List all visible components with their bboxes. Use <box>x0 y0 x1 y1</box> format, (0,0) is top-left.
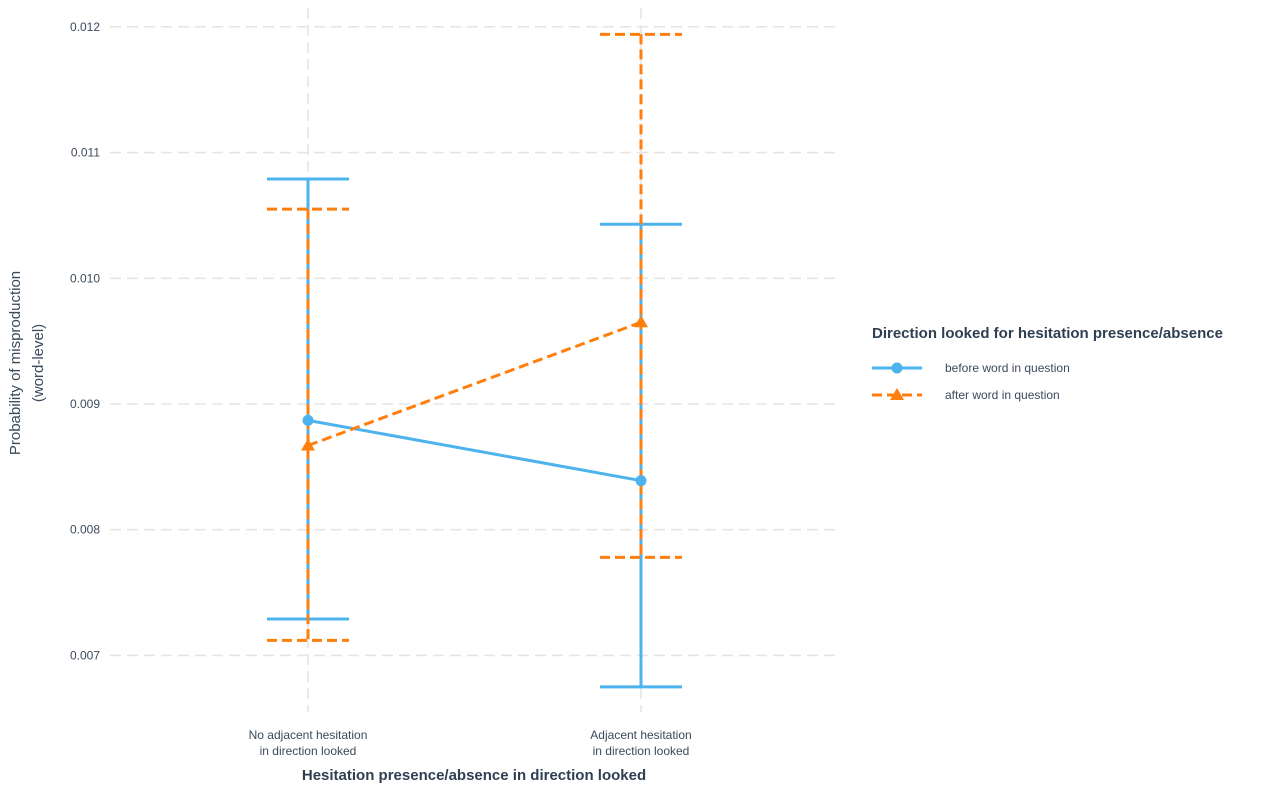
y-axis-title-line-2: (word-level) <box>30 324 47 402</box>
legend-items: before word in question after word in que… <box>872 361 1070 402</box>
grid-lines <box>110 8 840 712</box>
legend-title: Direction looked for hesitation presence… <box>872 325 1223 342</box>
data-point-circle <box>302 414 314 426</box>
y-axis-ticks: 0.007 0.008 0.009 0.010 0.011 0.012 <box>70 20 100 663</box>
x-tick-label: Adjacent hesitation <box>590 728 691 742</box>
legend-key-circle <box>891 362 903 374</box>
x-axis-title: Hesitation presence/absence in direction… <box>302 767 646 784</box>
legend-key-triangle <box>890 388 904 400</box>
y-tick-label: 0.010 <box>70 271 100 285</box>
y-axis-title: Probability of misproduction (word-level… <box>7 271 47 455</box>
series-points <box>301 315 648 487</box>
x-axis-ticks: No adjacent hesitation in direction looke… <box>249 728 692 758</box>
y-tick-label: 0.008 <box>70 523 100 537</box>
y-tick-label: 0.007 <box>70 648 100 662</box>
series-line <box>307 320 642 447</box>
x-tick-label: No adjacent hesitation <box>249 728 368 742</box>
y-axis-title-line-1: Probability of misproduction <box>7 271 24 455</box>
legend-label: before word in question <box>945 361 1070 375</box>
error-bars <box>267 32 682 689</box>
legend-label: after word in question <box>945 388 1060 402</box>
legend: Direction looked for hesitation presence… <box>872 325 1223 402</box>
y-tick-label: 0.009 <box>70 397 100 411</box>
y-tick-label: 0.011 <box>71 146 100 160</box>
x-tick-label: in direction looked <box>593 744 690 758</box>
data-point-triangle <box>634 315 648 328</box>
series-line <box>307 418 642 483</box>
series-lines <box>307 320 642 483</box>
y-tick-label: 0.012 <box>70 20 100 34</box>
data-point-circle <box>635 475 647 487</box>
data-point-triangle <box>301 438 315 451</box>
x-tick-label: in direction looked <box>260 744 357 758</box>
